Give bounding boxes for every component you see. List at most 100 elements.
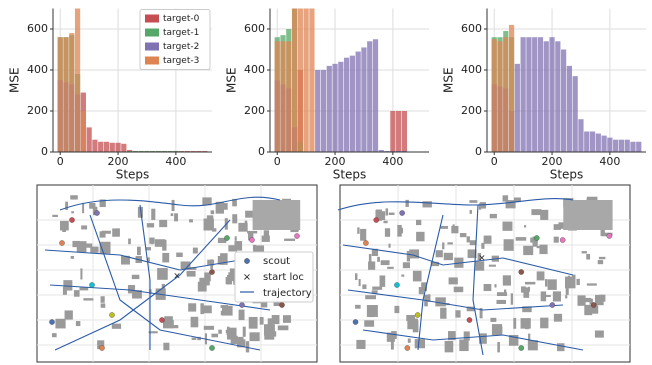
legend-box — [234, 251, 314, 303]
building — [170, 325, 179, 329]
building — [455, 310, 461, 318]
building — [532, 236, 538, 247]
trajectory — [362, 329, 584, 351]
building — [502, 275, 511, 286]
scout — [549, 302, 556, 308]
building — [248, 316, 258, 329]
legend-label: trajectory — [263, 288, 312, 299]
building — [496, 292, 507, 296]
start-marker: × — [173, 272, 181, 282]
building — [515, 237, 527, 241]
building — [469, 240, 476, 246]
building — [238, 309, 245, 321]
building — [55, 318, 66, 329]
scout — [109, 312, 115, 318]
building — [390, 339, 394, 350]
building — [469, 200, 478, 203]
building — [459, 233, 467, 238]
building — [64, 310, 73, 320]
scout — [239, 302, 245, 308]
bar — [161, 150, 167, 152]
building — [202, 197, 212, 206]
bar — [303, 8, 309, 152]
bar — [74, 8, 81, 152]
y-tick-label: 0 — [475, 145, 482, 158]
building — [475, 261, 485, 271]
building — [360, 228, 367, 241]
building — [478, 203, 482, 210]
scout — [466, 317, 473, 323]
building — [503, 289, 507, 296]
building — [267, 318, 273, 328]
trajectory — [342, 244, 574, 276]
building — [101, 230, 111, 234]
building — [238, 222, 248, 232]
bar — [396, 111, 402, 152]
building — [284, 238, 296, 241]
x-tick-label: 400 — [599, 155, 620, 168]
bar — [155, 150, 162, 152]
bar — [184, 150, 191, 152]
scout — [279, 302, 285, 308]
bar — [555, 41, 561, 152]
bar — [630, 141, 636, 152]
building — [253, 245, 265, 253]
building — [453, 286, 464, 293]
building — [127, 285, 136, 294]
x-axis-label: Steps — [333, 168, 367, 182]
building — [513, 317, 517, 329]
scout — [559, 237, 566, 243]
building — [263, 324, 275, 336]
building — [356, 339, 366, 349]
building — [584, 304, 593, 316]
building — [121, 255, 130, 265]
bar — [286, 41, 292, 152]
trajectory — [417, 214, 444, 351]
bar — [508, 24, 515, 152]
bar — [320, 70, 327, 152]
building — [210, 210, 215, 215]
bar — [361, 47, 367, 153]
building — [70, 256, 75, 259]
bar — [274, 41, 280, 152]
building — [228, 245, 237, 252]
building — [544, 318, 547, 328]
legend-label: target-2 — [163, 42, 199, 52]
bar — [367, 41, 373, 152]
trajectory — [89, 214, 261, 351]
scout — [294, 233, 300, 239]
bar — [202, 150, 208, 152]
bar — [173, 150, 179, 152]
building — [371, 248, 379, 257]
building — [218, 329, 222, 334]
building — [542, 294, 551, 297]
building — [496, 299, 506, 304]
bar — [401, 150, 408, 152]
building — [564, 276, 576, 289]
building — [159, 219, 168, 228]
building — [192, 247, 198, 254]
building — [448, 331, 456, 341]
y-axis-label: MSE — [8, 67, 22, 93]
building — [489, 213, 497, 219]
scout — [591, 302, 597, 308]
building — [510, 293, 514, 305]
trajectory — [472, 204, 484, 356]
building — [386, 332, 395, 342]
building — [368, 253, 372, 265]
building — [203, 325, 215, 330]
building — [597, 260, 604, 265]
building — [147, 257, 150, 262]
start-marker: × — [478, 254, 486, 264]
building — [598, 256, 606, 260]
bar — [572, 76, 578, 152]
building — [190, 316, 199, 328]
y-tick-label: 0 — [41, 145, 48, 158]
legend-label: target-1 — [163, 28, 199, 38]
building — [427, 294, 431, 302]
scout — [518, 269, 525, 275]
bar — [532, 37, 538, 153]
building — [146, 223, 155, 228]
building — [412, 270, 422, 282]
x-axis-label: Steps — [550, 168, 584, 182]
